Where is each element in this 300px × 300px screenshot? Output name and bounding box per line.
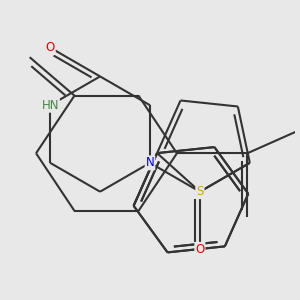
Text: HN: HN — [41, 99, 59, 112]
Text: S: S — [196, 185, 204, 198]
Text: N: N — [146, 156, 154, 170]
Text: O: O — [195, 243, 205, 256]
Text: O: O — [46, 41, 55, 54]
